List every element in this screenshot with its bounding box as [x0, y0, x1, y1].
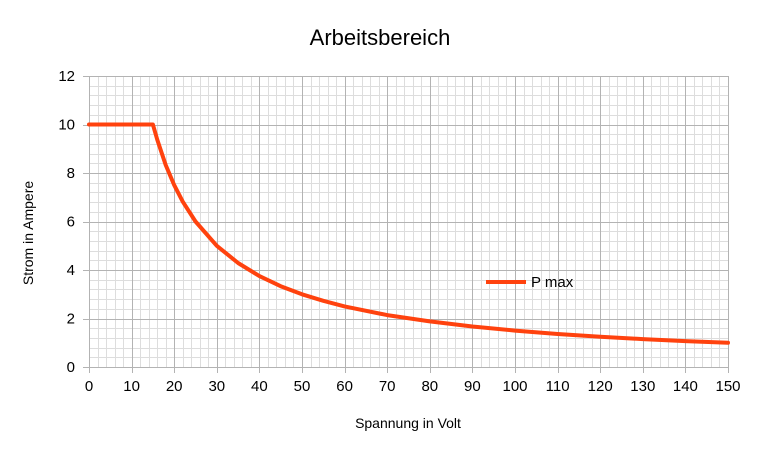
y-tick-label: 10 — [58, 117, 75, 134]
y-tick-labels: 0 2 4 6 8 10 12 — [58, 68, 75, 376]
x-tick-label: 100 — [502, 378, 527, 395]
y-tick-label: 12 — [58, 68, 75, 85]
x-tick-label: 110 — [546, 378, 570, 395]
x-tick-label: 80 — [421, 378, 438, 395]
x-axis-label: Spannung in Volt — [355, 415, 461, 431]
y-tick-label: 8 — [67, 165, 75, 182]
series-line-p-max — [87, 122, 730, 345]
x-tick-label: 40 — [251, 378, 268, 395]
x-tick-label: 60 — [336, 378, 353, 395]
chart-title: Arbeitsbereich — [310, 25, 451, 50]
x-tick-label: 150 — [715, 378, 740, 395]
y-tick-label: 6 — [67, 214, 75, 231]
y-tick-label: 0 — [67, 359, 75, 376]
x-tick-label: 120 — [588, 378, 613, 395]
y-tick-label: 4 — [67, 262, 75, 279]
x-tick-label: 70 — [379, 378, 396, 395]
x-tick-label: 50 — [294, 378, 311, 395]
x-tick-label: 140 — [673, 378, 698, 395]
minor-grid — [89, 76, 729, 368]
legend-label: P max — [531, 274, 574, 291]
legend: P max — [486, 274, 574, 291]
x-tick-label: 90 — [464, 378, 481, 395]
major-grid — [83, 76, 729, 373]
y-tick-label: 2 — [67, 311, 75, 328]
series-layer — [87, 122, 730, 345]
x-tick-label: 10 — [123, 378, 140, 395]
x-tick-label: 0 — [85, 378, 93, 395]
x-tick-labels: 0 10 20 30 40 50 60 70 80 90 100 110 120 130 140 150 — [85, 378, 741, 395]
x-tick-label: 30 — [208, 378, 225, 395]
x-tick-label: 20 — [166, 378, 183, 395]
x-tick-label: 130 — [630, 378, 655, 395]
y-axis-label: Strom in Ampere — [20, 181, 36, 285]
